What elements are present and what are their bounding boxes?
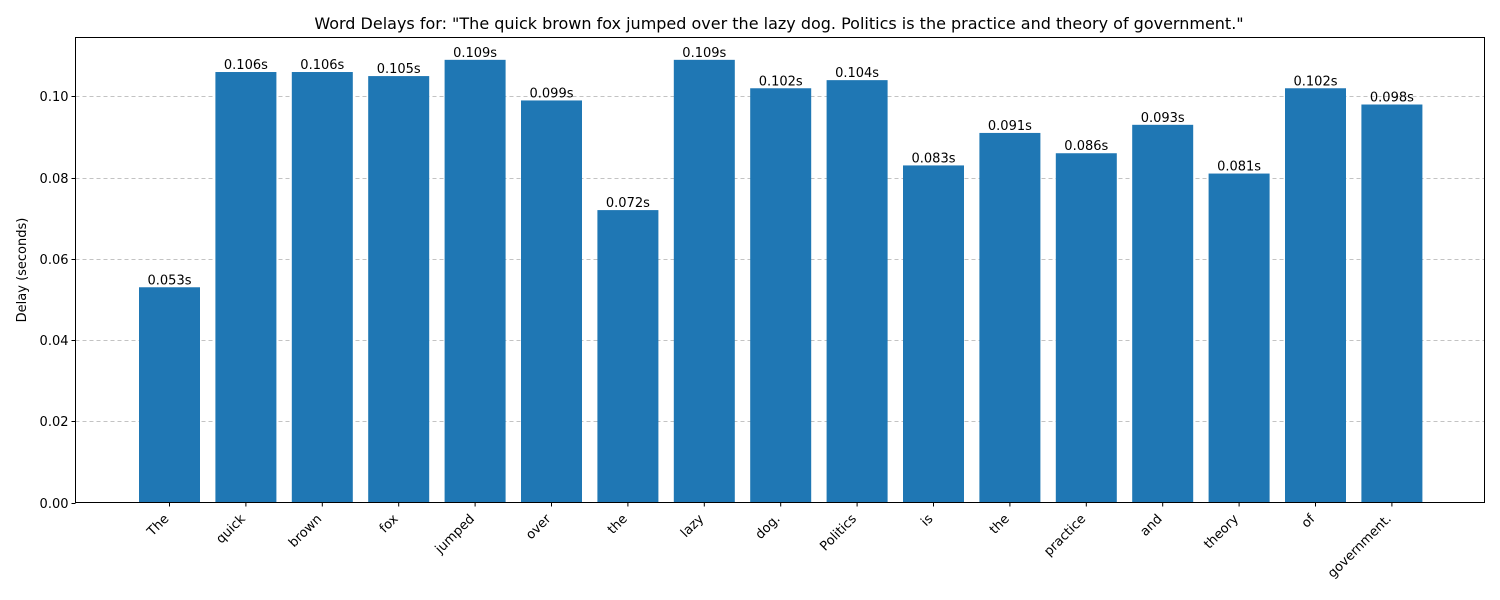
y-tick-label: 0.02 (40, 415, 69, 430)
x-tick-label: practice (1041, 512, 1089, 560)
bar-value-label: 0.053s (148, 273, 192, 288)
x-tick-label: over (523, 511, 555, 543)
bar (291, 72, 353, 503)
x-tick-label: and (1138, 512, 1166, 540)
x-tick-label: The (144, 512, 172, 540)
x-tick-label: lazy (678, 512, 707, 541)
bar (368, 76, 430, 503)
data-labels: 0.053s 0.106s 0.106s 0.105s 0.109s 0.099s 0.07… (148, 46, 1415, 288)
bar-value-label: 0.083s (912, 151, 956, 166)
x-tick-label: brown (286, 512, 325, 551)
bar (979, 132, 1041, 503)
bar (750, 88, 812, 503)
bar (673, 59, 735, 503)
bar (1285, 88, 1346, 503)
y-tick-label: 0.08 (40, 172, 69, 187)
bars (139, 59, 1423, 503)
bar-value-label: 0.109s (682, 46, 726, 61)
bar (826, 80, 888, 503)
bar (444, 59, 506, 503)
bar-value-label: 0.102s (1294, 74, 1338, 89)
bar-value-label: 0.081s (1217, 160, 1261, 175)
x-tick-label: the (987, 512, 1013, 538)
bar (1361, 104, 1423, 503)
x-tick-label: fox (377, 512, 402, 537)
x-tick-label: dog. (753, 512, 784, 543)
bar-value-label: 0.099s (530, 86, 574, 101)
bar-value-label: 0.102s (759, 74, 803, 89)
bar-value-label: 0.098s (1370, 91, 1414, 106)
bar-value-label: 0.106s (300, 58, 344, 73)
x-axis: The quick brown fox jumped over the lazy dog. Pol… (144, 502, 1395, 582)
bar (597, 210, 659, 503)
bar-value-label: 0.109s (453, 46, 497, 61)
bar-value-label: 0.105s (377, 62, 421, 77)
bar-value-label: 0.086s (1064, 139, 1108, 154)
x-tick-label: the (605, 512, 631, 538)
bar-value-label: 0.072s (606, 196, 650, 211)
bar-value-label: 0.093s (1141, 111, 1185, 126)
bar-value-label: 0.104s (835, 66, 879, 81)
x-tick-label: government. (1325, 512, 1395, 582)
plot-frame (75, 37, 1485, 503)
bar (521, 100, 582, 503)
y-tick-label: 0.00 (40, 497, 69, 512)
x-tick-label: theory (1201, 512, 1242, 553)
x-tick-label: is (918, 512, 936, 530)
bar (1132, 124, 1194, 503)
bar (1208, 173, 1270, 503)
bar-value-label: 0.106s (224, 58, 268, 73)
y-axis-label: Delay (seconds) (15, 218, 30, 323)
chart-title: Word Delays for: "The quick brown fox ju… (314, 14, 1243, 33)
bar-value-label: 0.091s (988, 119, 1032, 134)
y-tick-label: 0.10 (40, 90, 69, 105)
x-tick-label: of (1299, 511, 1319, 531)
y-axis: 0.00 0.02 0.04 0.06 0.08 0.10 (40, 90, 76, 512)
bar (1055, 153, 1117, 503)
x-tick-label: quick (214, 511, 250, 547)
x-tick-label: jumped (432, 512, 478, 558)
y-tick-label: 0.04 (40, 334, 69, 349)
bar (215, 72, 277, 503)
x-tick-label: Politics (817, 512, 860, 555)
bar (139, 287, 200, 503)
y-tick-label: 0.06 (40, 253, 69, 268)
bar (903, 165, 964, 503)
